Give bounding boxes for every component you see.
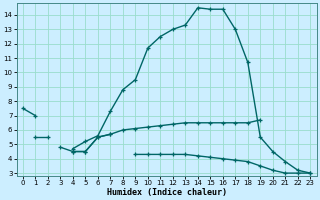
X-axis label: Humidex (Indice chaleur): Humidex (Indice chaleur) (107, 188, 227, 197)
